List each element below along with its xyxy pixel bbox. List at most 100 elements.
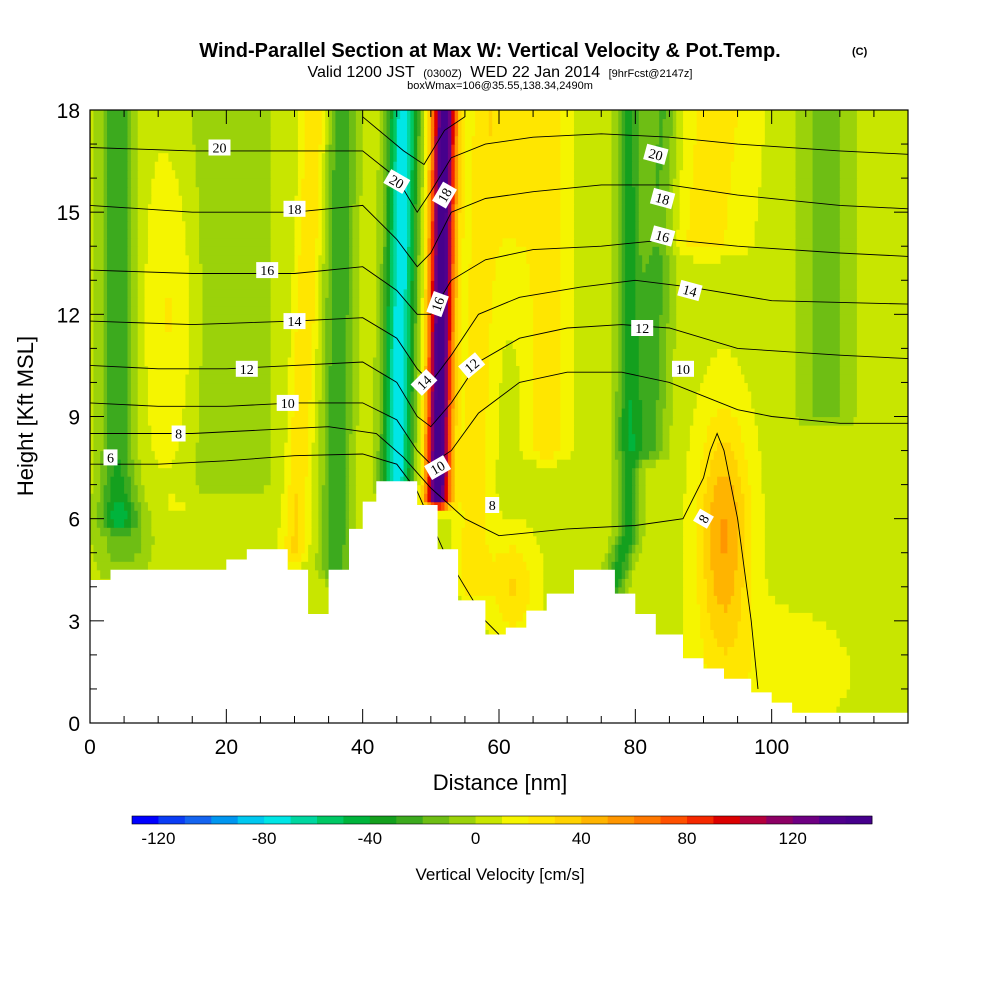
velocity-cell bbox=[611, 152, 619, 162]
velocity-cell bbox=[93, 459, 101, 469]
velocity-cell bbox=[638, 467, 647, 477]
velocity-cell bbox=[90, 229, 95, 239]
velocity-cell bbox=[90, 442, 95, 452]
subtitle-utc-time: (0300Z) bbox=[423, 68, 462, 80]
velocity-cell bbox=[93, 203, 105, 213]
velocity-cell bbox=[127, 178, 132, 188]
velocity-cell bbox=[103, 416, 108, 426]
velocity-cell bbox=[417, 229, 422, 239]
velocity-cell bbox=[795, 263, 814, 273]
velocity-cell bbox=[696, 390, 752, 401]
velocity-cell bbox=[451, 382, 456, 392]
velocity-cell bbox=[93, 212, 105, 222]
velocity-cell bbox=[464, 220, 473, 230]
velocity-cell bbox=[90, 399, 95, 409]
velocity-cell bbox=[389, 203, 394, 213]
velocity-cell bbox=[458, 178, 463, 188]
velocity-cell bbox=[393, 407, 405, 418]
velocity-cell bbox=[475, 127, 490, 137]
velocity-cell bbox=[379, 459, 384, 469]
velocity-cell bbox=[471, 144, 561, 154]
velocity-cell bbox=[171, 322, 190, 332]
velocity-cell bbox=[454, 450, 486, 460]
velocity-cell bbox=[461, 178, 466, 188]
velocity-cell bbox=[839, 305, 858, 315]
velocity-cell bbox=[669, 271, 677, 281]
velocity-cell bbox=[499, 246, 527, 256]
velocity-cell bbox=[441, 169, 449, 179]
velocity-cell bbox=[413, 297, 418, 307]
velocity-cell bbox=[625, 382, 640, 392]
velocity-cell bbox=[393, 442, 405, 452]
velocity-cell bbox=[291, 544, 299, 554]
velocity-cell bbox=[839, 339, 858, 349]
velocity-cell bbox=[659, 339, 667, 349]
velocity-cell bbox=[856, 407, 908, 418]
velocity-cell bbox=[127, 152, 132, 162]
colorbar-tick-label: 40 bbox=[572, 829, 591, 848]
velocity-cell bbox=[621, 433, 630, 443]
velocity-cell bbox=[485, 476, 497, 486]
velocity-cell bbox=[839, 186, 858, 196]
velocity-cell bbox=[304, 484, 313, 494]
velocity-cell bbox=[499, 493, 613, 503]
velocity-cell bbox=[519, 425, 534, 435]
velocity-cell bbox=[103, 501, 108, 511]
velocity-cell bbox=[130, 476, 135, 486]
velocity-cell bbox=[304, 535, 313, 545]
velocity-cell bbox=[185, 220, 200, 230]
velocity-cell bbox=[795, 407, 814, 418]
velocity-cell bbox=[424, 433, 429, 443]
velocity-cell bbox=[618, 442, 623, 452]
velocity-cell bbox=[386, 229, 391, 239]
velocity-cell bbox=[703, 561, 711, 571]
velocity-cell bbox=[543, 586, 596, 596]
velocity-cell bbox=[352, 288, 360, 298]
velocity-cell bbox=[611, 110, 619, 120]
velocity-cell bbox=[573, 110, 613, 120]
velocity-cell bbox=[359, 271, 377, 281]
velocity-cell bbox=[328, 459, 347, 469]
velocity-cell bbox=[175, 493, 282, 503]
velocity-cell bbox=[573, 399, 613, 409]
velocity-cell bbox=[611, 169, 619, 179]
velocity-cell bbox=[345, 348, 354, 358]
velocity-cell bbox=[454, 186, 459, 196]
velocity-cell bbox=[747, 246, 797, 256]
velocity-cell bbox=[424, 110, 429, 120]
velocity-cell bbox=[90, 373, 95, 384]
velocity-cell bbox=[389, 373, 394, 384]
velocity-cell bbox=[137, 220, 149, 230]
velocity-cell bbox=[573, 433, 613, 443]
velocity-cell bbox=[485, 425, 500, 435]
velocity-cell bbox=[727, 203, 759, 213]
velocity-cell bbox=[195, 178, 272, 188]
velocity-cell bbox=[730, 186, 759, 196]
velocity-cell bbox=[376, 459, 381, 469]
velocity-cell bbox=[287, 382, 296, 392]
velocity-cell bbox=[100, 493, 105, 503]
velocity-cell bbox=[93, 110, 105, 120]
velocity-cell bbox=[328, 518, 347, 528]
velocity-cell bbox=[127, 186, 132, 196]
velocity-cell bbox=[812, 212, 841, 222]
velocity-cell bbox=[107, 169, 129, 179]
velocity-cell bbox=[202, 322, 272, 332]
velocity-cell bbox=[492, 280, 531, 290]
velocity-cell bbox=[406, 390, 411, 401]
velocity-cell bbox=[713, 629, 739, 639]
velocity-cell bbox=[672, 399, 698, 409]
velocity-cell bbox=[291, 442, 309, 452]
velocity-cell bbox=[175, 450, 197, 460]
velocity-cell bbox=[314, 297, 319, 307]
velocity-cell bbox=[648, 450, 660, 460]
velocity-cell bbox=[706, 433, 742, 443]
velocity-cell bbox=[284, 535, 292, 545]
velocity-cell bbox=[130, 195, 139, 205]
velocity-cell bbox=[713, 569, 735, 579]
velocity-cell bbox=[706, 484, 715, 494]
velocity-cell bbox=[389, 382, 394, 392]
velocity-cell bbox=[461, 331, 469, 341]
velocity-cell bbox=[328, 501, 347, 511]
velocity-cell bbox=[573, 280, 613, 290]
